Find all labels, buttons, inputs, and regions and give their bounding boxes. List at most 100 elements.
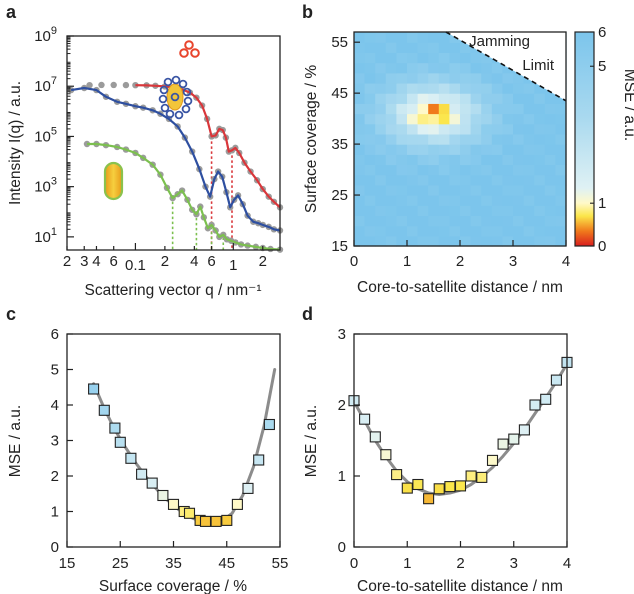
heatmap-cell — [502, 93, 514, 104]
heatmap-cell — [428, 154, 440, 166]
heatmap-cell — [513, 225, 525, 237]
heatmap-cell — [523, 82, 535, 94]
heatmap-cell — [460, 195, 472, 206]
d-y-tick-label-1: 1 — [338, 468, 346, 485]
a-x-tick-label-6: 4 — [190, 253, 198, 270]
heatmap-cell — [438, 133, 450, 145]
heatmap-cell — [481, 72, 493, 84]
heatmap-cell — [544, 133, 556, 145]
heatmap-cell — [470, 235, 482, 247]
heatmap-cell — [481, 174, 493, 186]
heatmap-cell — [555, 144, 567, 155]
heatmap-cell — [481, 52, 493, 64]
heatmap-cell — [375, 144, 387, 155]
heatmap-cell — [396, 123, 408, 135]
heatmap-cell — [534, 123, 546, 135]
heatmap-cell — [438, 195, 450, 206]
heatmap-cell — [438, 184, 450, 196]
d-y-tick-label-0: 0 — [338, 539, 346, 556]
heatmap-cell — [364, 225, 376, 237]
heatmap-cell — [407, 82, 419, 94]
d-x-tick-label-0: 0 — [350, 555, 358, 572]
heatmap-cell — [534, 215, 546, 227]
heatmap-cell — [354, 225, 366, 237]
d-x-tick-label-4: 4 — [563, 555, 571, 572]
heatmap-cell — [449, 103, 461, 115]
heatmap-cell — [385, 174, 397, 186]
d-data-point-19 — [550, 374, 562, 386]
heatmap-cell — [428, 215, 440, 227]
heatmap-cell — [502, 184, 514, 196]
c-x-tick-label-2: 35 — [165, 555, 182, 572]
c-data-point-12 — [199, 515, 212, 527]
heatmap-cell — [375, 215, 387, 227]
heatmap-cell — [481, 164, 493, 176]
heatmap-cell — [481, 215, 493, 227]
heatmap-cell — [428, 62, 440, 74]
b-x-tick-label-1: 1 — [403, 253, 411, 270]
heatmap-cell — [555, 184, 567, 196]
heatmap-cell — [396, 174, 408, 186]
heatmap-cell — [534, 133, 546, 145]
heatmap-cell — [407, 42, 419, 53]
heatmap-cell — [449, 93, 461, 104]
heatmap-cell — [555, 103, 567, 115]
heatmap-cell — [544, 144, 556, 155]
heatmap-cell — [523, 205, 535, 217]
c-data-point-16 — [242, 482, 254, 494]
heatmap-cell — [396, 154, 408, 166]
heatmap-cell — [385, 205, 397, 217]
heatmap-cell — [470, 174, 482, 186]
b-x-tick-label-4: 4 — [562, 253, 570, 270]
panel-d-ticks: 0 1 2 3 4 0 1 2 3 — [338, 326, 572, 572]
heatmap-cell — [407, 164, 419, 176]
heatmap-cell — [385, 72, 397, 84]
heatmap-cell — [396, 113, 408, 125]
b-x-tick-label-0: 0 — [350, 253, 358, 270]
heatmap-cell — [523, 93, 535, 104]
heatmap-cell — [385, 82, 397, 94]
d-data-point-8 — [433, 483, 445, 495]
heatmap-cell — [364, 195, 376, 206]
heatmap-cell — [470, 72, 482, 84]
cb-tick-label-2: 5 — [598, 58, 606, 75]
heatmap-cell — [438, 72, 450, 84]
heatmap-cell — [534, 154, 546, 166]
a-x-tick-label-2: 4 — [92, 253, 100, 270]
d-data-point-10 — [454, 480, 467, 492]
heatmap-cell — [544, 113, 556, 125]
fit-line-blue — [70, 86, 281, 232]
heatmap-cell — [449, 42, 461, 53]
heatmap-cell — [396, 72, 408, 84]
heatmap-cell — [417, 62, 429, 74]
heatmap-cell — [354, 113, 366, 125]
heatmap-cell — [407, 154, 419, 166]
heatmap-cell — [354, 133, 366, 145]
b-y-tick-label-2: 35 — [331, 136, 348, 153]
heatmap-cell — [375, 174, 387, 186]
heatmap-cell — [428, 225, 440, 237]
heatmap-cell — [428, 235, 440, 247]
heatmap-cell — [375, 195, 387, 206]
heatmap-cell — [470, 164, 482, 176]
heatmap-cell — [396, 42, 408, 53]
heatmap-cell — [417, 32, 429, 43]
heatmap-cell — [417, 184, 429, 196]
heatmap-cell — [449, 164, 461, 176]
heatmap-cell — [502, 164, 514, 176]
heatmap-cell — [417, 82, 429, 94]
heatmap-cell — [460, 42, 472, 53]
heatmap-cell — [364, 113, 376, 125]
heatmap-cell — [460, 52, 472, 64]
heatmap-cell — [417, 42, 429, 53]
heatmap-cell — [438, 93, 450, 104]
panel-d: 0 1 2 3 4 0 1 2 3 MSE / a.u. Core-to-satellite d… — [303, 326, 573, 594]
heatmap-cell — [513, 215, 525, 227]
colorbar — [574, 31, 595, 247]
heatmap-cell — [502, 123, 514, 135]
heatmap-cell — [534, 164, 546, 176]
b-x-tick-label-2: 2 — [456, 253, 464, 270]
heatmap-cell — [502, 82, 514, 94]
colorbar-ticks: 0 1 5 6 — [590, 24, 606, 255]
